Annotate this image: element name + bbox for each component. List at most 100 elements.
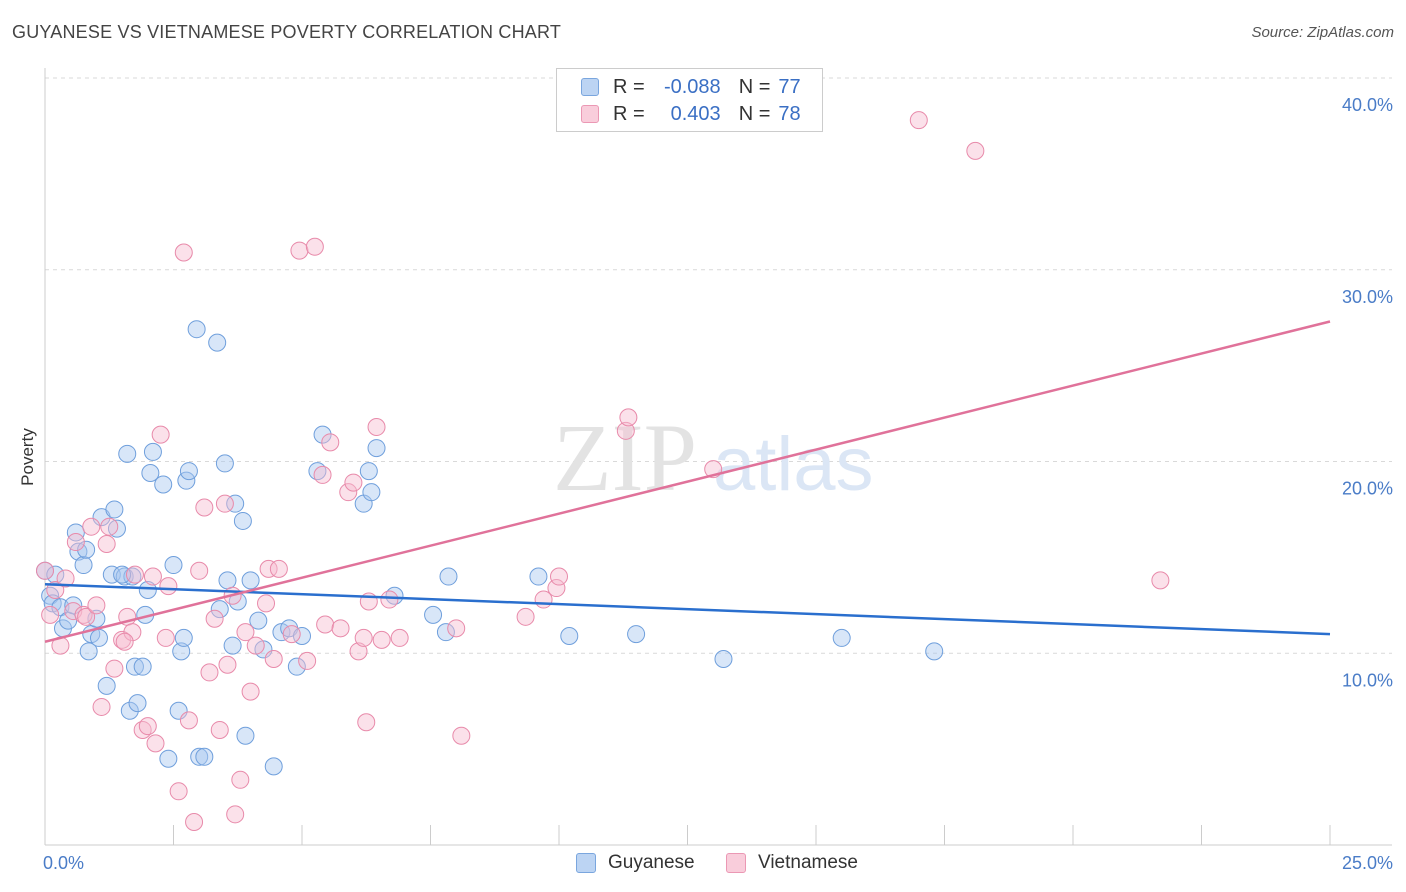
guyanese-point bbox=[143, 442, 162, 461]
guyanese-point bbox=[560, 626, 579, 645]
guyanese-point bbox=[113, 565, 132, 584]
vietnamese-point bbox=[113, 630, 132, 649]
vietnamese-point bbox=[344, 473, 363, 492]
legend-n-label: N = bbox=[738, 102, 771, 125]
guyanese-point bbox=[287, 657, 306, 676]
guyanese-point bbox=[313, 425, 332, 444]
guyanese-point bbox=[138, 580, 157, 599]
guyanese-point bbox=[187, 320, 206, 339]
guyanese-point bbox=[210, 600, 229, 619]
vietnamese-point bbox=[339, 483, 358, 502]
vietnamese-point bbox=[56, 569, 75, 588]
guyanese-point bbox=[215, 454, 234, 473]
vietnamese-point bbox=[195, 498, 214, 517]
guyanese-point bbox=[208, 333, 227, 352]
vietnamese-point bbox=[909, 111, 928, 130]
vietnamese-point bbox=[264, 650, 283, 669]
watermark: ZIP atlas bbox=[553, 404, 874, 511]
vietnamese-point bbox=[143, 567, 162, 586]
vietnamese-swatch bbox=[726, 853, 746, 873]
legend-label-vietnamese: Vietnamese bbox=[758, 852, 858, 873]
vietnamese-point bbox=[354, 628, 373, 647]
vietnamese-point bbox=[97, 534, 116, 553]
guyanese-point bbox=[46, 565, 65, 584]
guyanese-point bbox=[125, 657, 144, 676]
vietnamese-point bbox=[367, 417, 386, 436]
vietnamese-point bbox=[390, 628, 409, 647]
legend-row-guyanese: R = -0.088 N = 77 bbox=[581, 74, 801, 100]
vietnamese-point bbox=[246, 636, 265, 655]
y-axis-label: Poverty bbox=[18, 428, 37, 486]
vietnamese-point bbox=[372, 630, 391, 649]
vietnamese-point bbox=[290, 241, 309, 260]
y-tick-label: 30.0% bbox=[1342, 287, 1393, 307]
vietnamese-point bbox=[210, 720, 229, 739]
source-note: Source: ZipAtlas.com bbox=[1251, 24, 1394, 41]
vietnamese-point bbox=[452, 726, 471, 745]
guyanese-point bbox=[120, 701, 139, 720]
vietnamese-point bbox=[316, 615, 335, 634]
legend-r-value: -0.088 bbox=[663, 75, 721, 98]
vietnamese-point bbox=[257, 594, 276, 613]
guyanese-point bbox=[133, 657, 152, 676]
stats-legend: R = -0.088 N = 77 R = 0.403 N = 78 bbox=[556, 68, 823, 132]
vietnamese-point bbox=[321, 433, 340, 452]
vietnamese-point bbox=[190, 561, 209, 580]
y-tick-label: 10.0% bbox=[1342, 670, 1393, 690]
guyanese-point bbox=[218, 571, 237, 590]
watermark-atlas: atlas bbox=[713, 422, 874, 507]
guyanese-point bbox=[362, 483, 381, 502]
vietnamese-point bbox=[100, 517, 119, 536]
legend-n-value: 78 bbox=[778, 102, 801, 125]
guyanese-point bbox=[241, 571, 260, 590]
vietnamese-swatch bbox=[581, 105, 599, 123]
guyanese-point bbox=[424, 605, 443, 624]
vietnamese-point bbox=[205, 609, 224, 628]
guyanese-point bbox=[249, 611, 268, 630]
vietnamese-point bbox=[282, 625, 301, 644]
vietnamese-point bbox=[185, 812, 204, 831]
vietnamese-point bbox=[231, 770, 250, 789]
guyanese-trend-line bbox=[44, 582, 1331, 636]
guyanese-point bbox=[159, 749, 178, 768]
vietnamese-point bbox=[36, 561, 54, 580]
vietnamese-point bbox=[138, 717, 157, 736]
vietnamese-point bbox=[226, 805, 245, 824]
vietnamese-point bbox=[269, 559, 288, 578]
guyanese-point bbox=[105, 500, 124, 519]
guyanese-point bbox=[179, 462, 198, 481]
guyanese-point bbox=[439, 567, 458, 586]
guyanese-points bbox=[36, 320, 944, 776]
guyanese-point bbox=[97, 676, 116, 695]
vietnamese-point bbox=[92, 697, 111, 716]
legend-n-value: 77 bbox=[778, 75, 801, 98]
guyanese-point bbox=[164, 556, 183, 575]
vietnamese-point bbox=[550, 567, 568, 586]
guyanese-point bbox=[367, 439, 386, 458]
vietnamese-point bbox=[447, 619, 466, 638]
guyanese-point bbox=[107, 519, 126, 538]
vietnamese-point bbox=[218, 655, 237, 674]
vietnamese-point bbox=[547, 579, 566, 598]
vietnamese-point bbox=[616, 421, 635, 440]
vietnamese-point bbox=[66, 533, 85, 552]
vietnamese-point bbox=[169, 782, 188, 801]
guyanese-point bbox=[141, 464, 160, 483]
vietnamese-point bbox=[298, 651, 317, 670]
guyanese-point bbox=[190, 747, 209, 766]
guyanese-point bbox=[226, 494, 245, 513]
guyanese-point bbox=[154, 475, 173, 494]
guyanese-point bbox=[77, 540, 96, 559]
guyanese-point bbox=[174, 628, 193, 647]
vietnamese-point bbox=[966, 141, 985, 160]
vietnamese-point bbox=[179, 711, 198, 730]
vietnamese-point bbox=[380, 590, 399, 609]
vietnamese-point bbox=[357, 713, 376, 732]
legend-item-vietnamese: Vietnamese bbox=[726, 852, 858, 874]
vietnamese-point bbox=[74, 605, 93, 624]
vietnamese-point bbox=[87, 596, 106, 615]
vietnamese-points bbox=[36, 111, 1170, 831]
x-tick-label: 0.0% bbox=[43, 853, 84, 873]
guyanese-point bbox=[172, 642, 191, 661]
vietnamese-point bbox=[115, 632, 134, 651]
